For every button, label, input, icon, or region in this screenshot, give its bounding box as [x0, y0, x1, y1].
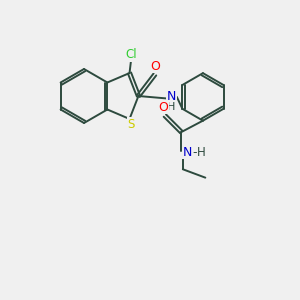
Text: H: H [197, 146, 206, 159]
Text: N: N [167, 90, 176, 104]
Text: -: - [193, 146, 197, 159]
Text: O: O [158, 101, 168, 114]
Text: O: O [151, 59, 160, 73]
Text: H: H [167, 102, 176, 112]
Text: S: S [127, 118, 135, 131]
Text: N: N [183, 146, 192, 159]
Text: Cl: Cl [125, 48, 137, 61]
